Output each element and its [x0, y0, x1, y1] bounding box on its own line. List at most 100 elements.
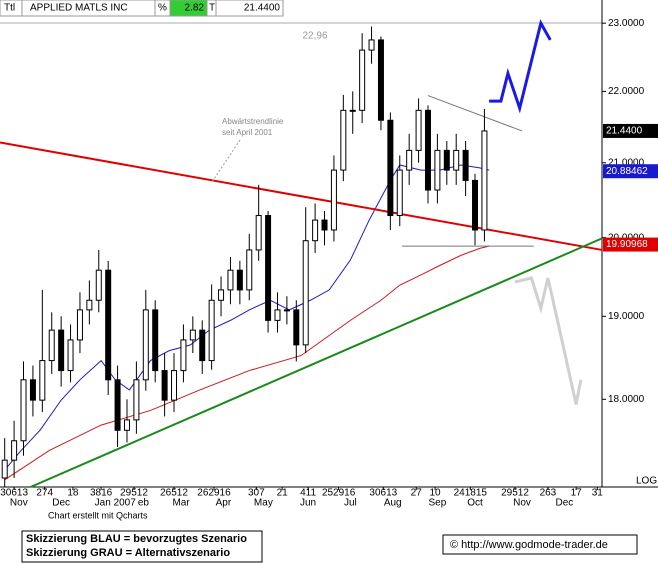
- candle: [434, 133, 441, 204]
- candle-body: [349, 109, 356, 112]
- candle: [20, 361, 27, 456]
- y-tick-label: 18.0000: [608, 394, 645, 405]
- x-tick-label: 241815: [454, 488, 488, 499]
- copyright-box: [442, 534, 638, 555]
- header-cell: [215, 0, 284, 17]
- candle-body: [424, 109, 431, 191]
- candle: [255, 184, 262, 261]
- candle: [472, 173, 479, 246]
- candle: [359, 33, 366, 124]
- header-change: 2.82: [185, 3, 205, 14]
- candle-body: [114, 379, 121, 431]
- candle: [321, 211, 328, 246]
- candle: [105, 260, 112, 396]
- month-label: Mar: [172, 498, 190, 509]
- candle: [171, 353, 178, 413]
- last-value-box: [603, 164, 658, 179]
- candle-body: [227, 269, 234, 291]
- candle: [396, 155, 403, 227]
- candle-body: [133, 379, 140, 421]
- x-tick-label: 263: [540, 488, 557, 499]
- candle: [208, 284, 215, 370]
- y-tick-label: 22.0000: [608, 86, 645, 97]
- x-tick-label: 3816: [90, 488, 113, 499]
- candle: [406, 133, 413, 185]
- candle: [133, 361, 140, 434]
- candle: [142, 289, 149, 391]
- candle: [86, 280, 93, 325]
- candle-body: [48, 329, 55, 362]
- candle: [189, 316, 196, 354]
- candle-body: [208, 299, 215, 362]
- candle-body: [415, 109, 422, 151]
- month-label: Nov: [513, 498, 531, 509]
- candle-body: [321, 219, 328, 231]
- y-tick-label: 21.0000: [608, 157, 645, 168]
- candle: [29, 365, 36, 417]
- header-pct: %: [158, 3, 167, 14]
- candle-body: [199, 329, 206, 362]
- candle: [312, 203, 319, 254]
- candle: [340, 94, 347, 182]
- candle-body: [453, 149, 460, 171]
- candle-body: [161, 370, 168, 401]
- candle-body: [340, 109, 347, 171]
- candle: [424, 105, 431, 204]
- plot-area: [0, 19, 603, 488]
- candle: [58, 316, 65, 387]
- candle-body: [152, 309, 159, 372]
- candle-body: [67, 339, 74, 372]
- legend-box: [21, 530, 263, 563]
- month-label: Aug: [384, 498, 402, 509]
- candle: [274, 292, 281, 333]
- last-value-label: 21.4400: [606, 126, 643, 137]
- candle-body: [434, 149, 441, 191]
- annotation-pointer: [211, 139, 241, 183]
- month-label: Jan 2007: [95, 498, 137, 509]
- candle-body: [105, 269, 112, 381]
- month-label: Sep: [428, 498, 446, 509]
- x-tick-label: 26512: [160, 488, 188, 499]
- annotation: Abwärtstrendlinie: [222, 117, 284, 126]
- header-last: 21.4400: [244, 3, 281, 14]
- candle: [11, 420, 18, 479]
- legend-text: Skizzierung GRAU = Alternativszenario: [26, 547, 230, 559]
- copyright: © http://www.godmode-trader.de: [450, 539, 608, 551]
- candle: [302, 207, 309, 354]
- x-tick-label: 29512: [501, 488, 529, 499]
- header: Ttl APPLIED MATLS INC % 2.82 T 21.4400: [0, 0, 284, 17]
- candle: [415, 98, 422, 163]
- candle: [76, 292, 83, 354]
- candle-body: [330, 169, 337, 231]
- candle-body: [236, 269, 243, 291]
- candle-body: [283, 309, 290, 312]
- month-label: Dec: [555, 498, 573, 509]
- candle: [1, 438, 8, 487]
- candle: [39, 289, 46, 413]
- candle: [283, 296, 290, 325]
- last-value-label: 19.90968: [606, 239, 648, 250]
- line: [489, 19, 552, 114]
- candle-body: [246, 249, 253, 291]
- x-tick-label: 21: [277, 488, 289, 499]
- x-tick-label: 30613: [0, 488, 28, 499]
- x-tick-label: 30613: [369, 488, 397, 499]
- candle-body: [368, 39, 375, 51]
- candle-body: [302, 240, 309, 346]
- candle: [368, 26, 375, 64]
- candle: [199, 320, 206, 374]
- x-tick-label: 252916: [322, 488, 356, 499]
- candle-body: [312, 219, 319, 242]
- x-tick-label: 307: [248, 488, 265, 499]
- y-tick-label: 23.0000: [608, 18, 645, 29]
- candle-body: [58, 329, 65, 372]
- month-label: Jul: [344, 498, 357, 509]
- candle-body: [180, 339, 187, 372]
- candle-body: [86, 299, 93, 311]
- month-label: Oct: [467, 498, 483, 509]
- candle-body: [123, 419, 130, 431]
- header-t: T: [209, 3, 215, 14]
- last-value-box: [603, 237, 658, 252]
- month-label: Jun: [300, 498, 316, 509]
